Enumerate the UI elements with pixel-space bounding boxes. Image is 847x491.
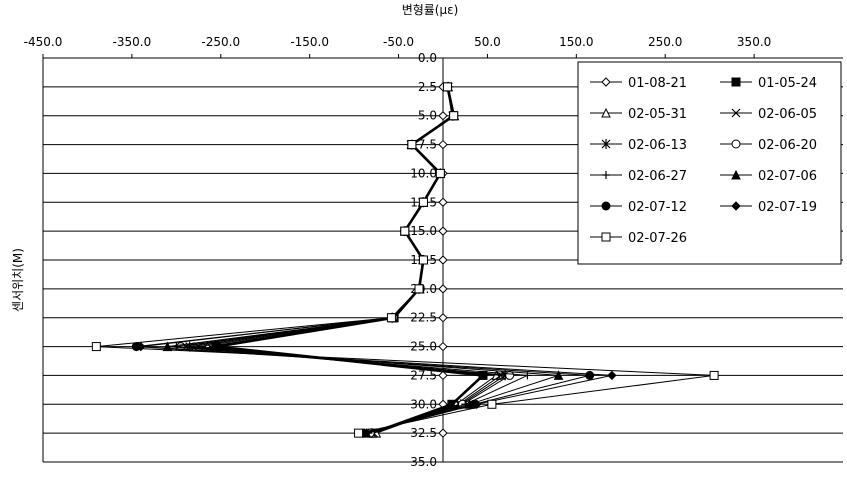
data-point xyxy=(354,428,364,438)
y-tick-label: 22.5 xyxy=(410,311,437,325)
data-point xyxy=(438,111,448,121)
data-point xyxy=(438,370,448,381)
legend: 01-08-21 01-05-24 02-05-31 02-06-05 02-06-13… xyxy=(577,61,842,265)
legend-label: 02-07-19 xyxy=(758,200,817,215)
legend-label: 02-06-20 xyxy=(758,138,817,153)
legend-entry: 02-07-12 xyxy=(590,200,687,215)
x-tick-label: -50.0 xyxy=(383,35,414,49)
legend-marker xyxy=(601,139,611,149)
data-point xyxy=(438,255,448,265)
legend-marker xyxy=(731,201,741,211)
y-tick-label: 27.5 xyxy=(410,368,437,382)
x-tick-label: -250.0 xyxy=(201,35,240,49)
legend-label: 02-06-27 xyxy=(628,169,687,184)
x-tick-label: 350.0 xyxy=(737,35,771,49)
legend-label: 01-08-21 xyxy=(628,76,687,91)
y-tick-label: 10.0 xyxy=(410,166,437,180)
legend-entry: 01-05-24 xyxy=(720,76,817,91)
legend-label: 02-07-26 xyxy=(628,231,687,246)
data-point xyxy=(438,313,448,323)
legend-marker xyxy=(731,139,741,149)
y-tick-label: 2.5 xyxy=(418,80,437,94)
data-point xyxy=(438,139,448,150)
data-point xyxy=(487,399,497,409)
data-point xyxy=(400,226,410,236)
legend-entry: 02-06-20 xyxy=(720,138,817,153)
legend-box xyxy=(577,61,842,265)
legend-marker xyxy=(731,169,741,180)
legend-label: 02-07-06 xyxy=(758,169,817,184)
series-02-07-26 xyxy=(91,82,719,438)
legend-entry: 02-06-13 xyxy=(590,138,687,153)
legend-entry: 02-07-19 xyxy=(720,200,817,215)
data-point xyxy=(407,140,417,150)
data-point xyxy=(435,168,445,178)
y-tick-label: 25.0 xyxy=(410,340,437,354)
legend-marker xyxy=(601,107,611,118)
series-layer xyxy=(91,81,719,439)
y-tick-label: 15.0 xyxy=(410,224,437,238)
x-tick-label: -150.0 xyxy=(290,35,329,49)
legend-marker xyxy=(602,171,610,179)
legend-label: 01-05-24 xyxy=(758,76,817,91)
data-point xyxy=(91,342,101,352)
legend-marker xyxy=(601,232,611,242)
data-point xyxy=(438,428,448,438)
data-point xyxy=(607,370,617,381)
data-point xyxy=(438,284,448,294)
y-tick-label: 0.0 xyxy=(418,51,437,65)
legend-label: 02-07-12 xyxy=(628,200,687,215)
legend-entry: 02-06-27 xyxy=(590,169,687,184)
y-tick-label: 35.0 xyxy=(410,455,437,469)
legend-marker xyxy=(601,201,611,211)
legend-label: 02-06-13 xyxy=(628,138,687,153)
y-axis-title: 센서위치(M) xyxy=(11,248,25,312)
data-point xyxy=(449,111,459,121)
data-point xyxy=(709,370,719,380)
data-point xyxy=(505,370,515,380)
data-point xyxy=(418,197,428,207)
data-point xyxy=(438,197,448,207)
data-point xyxy=(438,341,448,352)
data-point xyxy=(418,255,428,265)
legend-entry: 01-08-21 xyxy=(590,76,687,91)
data-point xyxy=(414,284,424,294)
legend-marker xyxy=(731,108,741,118)
x-axis-title: 변형률(με) xyxy=(402,3,459,17)
legend-marker xyxy=(601,77,611,87)
legend-label: 02-05-31 xyxy=(628,107,687,122)
y-tick-label: 5.0 xyxy=(418,109,437,123)
data-point xyxy=(438,226,448,236)
y-tick-label: 7.5 xyxy=(418,138,437,152)
legend-entry: 02-06-05 xyxy=(720,107,817,122)
x-tick-label: 250.0 xyxy=(648,35,682,49)
x-tick-label: 150.0 xyxy=(559,35,593,49)
series-01-08-21 xyxy=(438,82,448,438)
legend-entry: 02-05-31 xyxy=(590,107,687,122)
data-point xyxy=(386,313,396,323)
x-tick-labels: -450.0 -350.0 -250.0 -150.0 -50.0 50.0 150.0 25… xyxy=(24,35,771,58)
y-tick-label: 32.5 xyxy=(410,426,437,440)
data-point xyxy=(585,370,595,380)
legend-entry: 02-07-26 xyxy=(590,231,687,246)
x-tick-label: -350.0 xyxy=(113,35,152,49)
x-tick-label: -450.0 xyxy=(24,35,63,49)
x-tick-label: 50.0 xyxy=(474,35,501,49)
legend-label: 02-06-05 xyxy=(758,107,817,122)
legend-marker xyxy=(731,77,741,87)
data-point xyxy=(553,370,564,380)
data-point xyxy=(472,399,482,409)
data-point xyxy=(442,82,452,92)
legend-entry: 02-07-06 xyxy=(720,169,817,184)
y-tick-label: 30.0 xyxy=(410,397,437,411)
